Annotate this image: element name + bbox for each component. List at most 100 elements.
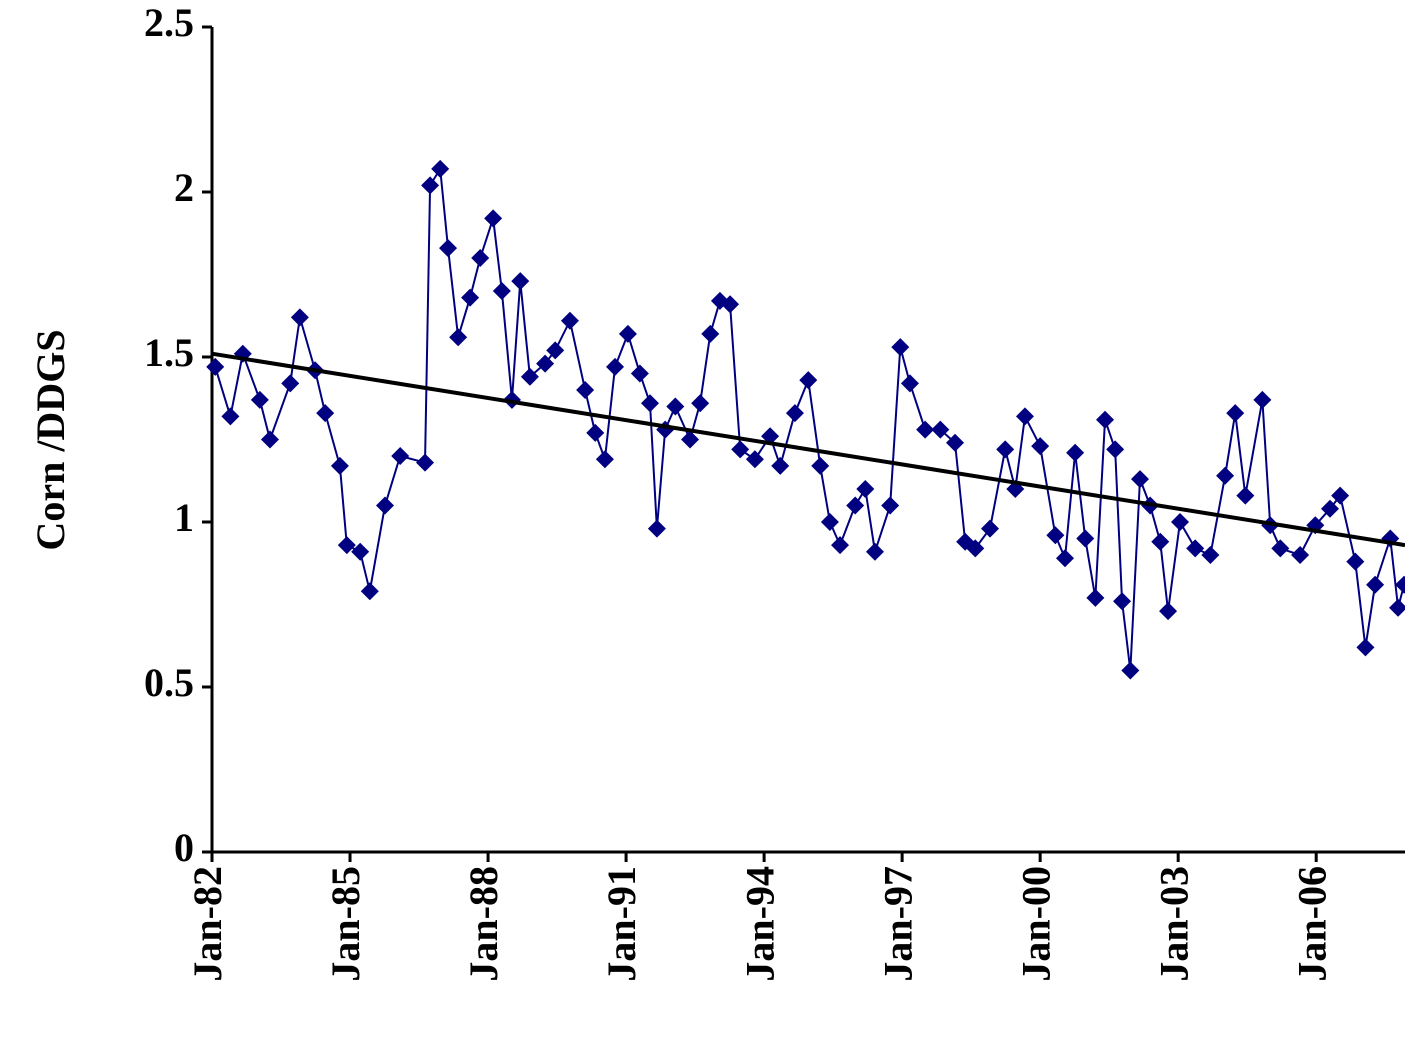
data-point: [641, 394, 660, 413]
data-point: [1086, 588, 1105, 607]
data-point: [647, 519, 666, 538]
data-point: [206, 357, 225, 376]
data-point: [536, 354, 555, 373]
x-tick-label: Jan-06: [1289, 866, 1334, 982]
data-point: [431, 159, 450, 178]
data-point: [681, 430, 700, 449]
data-point: [721, 295, 740, 314]
data-point: [546, 341, 565, 360]
data-point: [1113, 592, 1132, 611]
x-tick-label: Jan-97: [875, 866, 920, 982]
data-point: [656, 420, 675, 439]
data-point: [1106, 440, 1125, 459]
data-point: [484, 209, 503, 228]
data-point: [1015, 407, 1034, 426]
y-tick-label: 0.5: [144, 660, 194, 705]
data-point: [351, 542, 370, 561]
data-point: [811, 456, 830, 475]
data-point: [856, 480, 875, 498]
data-point: [1253, 390, 1272, 409]
data-point: [375, 496, 394, 515]
data-point: [1356, 638, 1375, 657]
data-point: [595, 450, 614, 469]
data-point: [1031, 437, 1050, 456]
data-point: [1159, 602, 1178, 621]
data-point: [360, 582, 379, 601]
data-point: [471, 249, 490, 267]
data-point: [1055, 549, 1074, 568]
y-tick-label: 0: [174, 825, 194, 870]
data-point: [966, 539, 985, 558]
data-point: [586, 423, 605, 442]
x-tick-label: Jan-85: [323, 866, 368, 982]
x-tick-label: Jan-94: [737, 866, 782, 982]
data-point: [1186, 539, 1205, 558]
data-point: [576, 381, 595, 399]
data-point: [1130, 470, 1149, 489]
data-point: [1151, 532, 1170, 551]
data-point: [337, 536, 356, 555]
x-tick-label: Jan-91: [599, 866, 644, 982]
data-point: [1395, 575, 1405, 594]
data-point: [731, 440, 750, 459]
data-point: [701, 324, 720, 343]
data-point: [846, 496, 865, 515]
data-point: [290, 308, 309, 327]
data-point: [560, 311, 579, 330]
y-tick-label: 1.5: [144, 330, 194, 375]
data-point: [666, 397, 685, 416]
data-point: [439, 239, 458, 258]
data-point: [946, 433, 965, 452]
data-point: [1201, 546, 1220, 564]
data-point: [1076, 529, 1095, 548]
data-point: [1331, 486, 1350, 505]
data-point: [281, 374, 300, 393]
y-tick-label: 2.5: [144, 0, 194, 45]
data-point: [891, 338, 910, 357]
data-point: [421, 176, 440, 195]
data-point: [745, 450, 764, 469]
x-tick-label: Jan-82: [185, 866, 230, 982]
data-point: [606, 357, 625, 376]
data-point: [1171, 513, 1190, 531]
data-point: [416, 453, 435, 472]
data-point: [1236, 486, 1255, 505]
data-point: [1216, 466, 1235, 485]
series-line: [211, 351, 1405, 548]
data-point: [1096, 410, 1115, 429]
data-point: [630, 364, 649, 383]
y-tick-label: 1: [174, 495, 194, 540]
data-point: [1389, 598, 1405, 617]
data-point: [1346, 552, 1365, 571]
data-point: [865, 542, 884, 561]
y-tick-label: 2: [174, 165, 194, 210]
series-line: [214, 165, 1405, 671]
data-point: [618, 324, 637, 343]
data-point: [461, 288, 480, 307]
data-point: [1366, 575, 1385, 594]
data-point: [691, 394, 710, 413]
data-point: [1291, 546, 1310, 564]
y-axis-label: Corn /DDGS: [28, 329, 73, 550]
x-tick-label: Jan-03: [1151, 866, 1196, 982]
data-point: [1046, 526, 1065, 545]
data-point: [330, 456, 349, 475]
data-point: [981, 519, 1000, 538]
data-point: [1271, 539, 1290, 558]
data-point: [785, 404, 804, 423]
data-point: [511, 272, 530, 291]
x-tick-label: Jan-88: [461, 866, 506, 982]
data-point: [799, 371, 818, 390]
data-point: [1226, 404, 1245, 423]
data-point: [831, 536, 850, 555]
data-point: [1121, 661, 1140, 680]
x-tick-label: Jan-00: [1013, 866, 1058, 982]
data-point: [250, 390, 269, 409]
data-point: [1321, 499, 1340, 518]
data-point: [771, 456, 790, 475]
data-point: [260, 430, 279, 449]
data-point: [221, 407, 240, 426]
data-point: [881, 496, 900, 515]
data-point: [520, 367, 539, 386]
